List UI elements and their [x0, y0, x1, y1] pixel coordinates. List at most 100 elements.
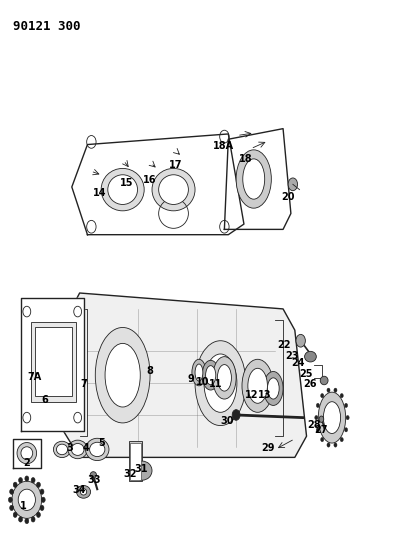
- Text: 28: 28: [307, 419, 320, 430]
- Ellipse shape: [321, 438, 324, 442]
- Text: 18: 18: [239, 155, 253, 164]
- Ellipse shape: [320, 376, 328, 385]
- Ellipse shape: [19, 516, 22, 522]
- Ellipse shape: [95, 327, 150, 423]
- Text: 26: 26: [303, 379, 316, 389]
- Text: 4: 4: [82, 443, 89, 453]
- Text: 18A: 18A: [213, 141, 234, 151]
- Text: 16: 16: [143, 175, 157, 185]
- Ellipse shape: [202, 360, 219, 390]
- Ellipse shape: [242, 359, 273, 413]
- Text: 3: 3: [67, 443, 73, 453]
- Ellipse shape: [316, 403, 320, 408]
- Ellipse shape: [21, 447, 33, 459]
- Text: 9: 9: [188, 374, 195, 384]
- Ellipse shape: [54, 441, 71, 458]
- Ellipse shape: [213, 357, 236, 399]
- Text: 1: 1: [20, 501, 26, 511]
- Bar: [35, 327, 72, 397]
- Ellipse shape: [296, 334, 305, 347]
- Text: 20: 20: [281, 191, 294, 201]
- Text: 34: 34: [72, 485, 85, 495]
- Ellipse shape: [25, 476, 29, 481]
- Text: 8: 8: [147, 367, 154, 376]
- Ellipse shape: [318, 392, 346, 443]
- Text: 15: 15: [120, 177, 133, 188]
- Text: 7: 7: [80, 379, 87, 389]
- Ellipse shape: [340, 438, 343, 442]
- Text: 29: 29: [262, 443, 275, 453]
- Text: 10: 10: [196, 377, 210, 387]
- Ellipse shape: [90, 472, 97, 478]
- Text: 24: 24: [291, 358, 304, 368]
- Ellipse shape: [41, 497, 45, 503]
- Ellipse shape: [204, 354, 237, 413]
- Ellipse shape: [76, 486, 91, 498]
- Ellipse shape: [288, 178, 297, 191]
- Ellipse shape: [195, 364, 203, 381]
- Polygon shape: [13, 439, 41, 468]
- Ellipse shape: [268, 378, 279, 399]
- Ellipse shape: [264, 372, 283, 406]
- Ellipse shape: [13, 482, 17, 488]
- Ellipse shape: [31, 478, 35, 483]
- Text: 13: 13: [258, 390, 271, 400]
- Polygon shape: [72, 134, 244, 235]
- Ellipse shape: [68, 440, 87, 459]
- Ellipse shape: [13, 512, 17, 518]
- Ellipse shape: [217, 365, 231, 391]
- Ellipse shape: [19, 478, 22, 483]
- Text: 17: 17: [169, 160, 182, 169]
- Text: 22: 22: [277, 340, 291, 350]
- Ellipse shape: [323, 402, 340, 433]
- Ellipse shape: [108, 175, 138, 205]
- Ellipse shape: [152, 168, 195, 211]
- Text: 27: 27: [315, 425, 328, 435]
- Ellipse shape: [37, 512, 41, 518]
- Ellipse shape: [344, 403, 348, 408]
- Ellipse shape: [243, 159, 265, 199]
- Bar: [130, 443, 141, 480]
- Ellipse shape: [236, 150, 271, 208]
- Ellipse shape: [25, 519, 29, 523]
- Ellipse shape: [37, 482, 41, 488]
- Ellipse shape: [327, 388, 330, 392]
- Ellipse shape: [18, 489, 35, 511]
- Ellipse shape: [346, 416, 349, 419]
- Ellipse shape: [8, 497, 12, 503]
- Text: 31: 31: [135, 464, 148, 474]
- Ellipse shape: [344, 427, 348, 432]
- Polygon shape: [21, 298, 84, 431]
- Bar: [31, 322, 76, 402]
- Ellipse shape: [327, 443, 330, 447]
- Text: 33: 33: [88, 475, 101, 484]
- Ellipse shape: [89, 442, 105, 457]
- Text: 2: 2: [24, 458, 30, 467]
- Ellipse shape: [334, 388, 337, 392]
- Ellipse shape: [206, 366, 216, 385]
- Ellipse shape: [305, 351, 316, 362]
- Ellipse shape: [232, 410, 240, 420]
- Ellipse shape: [17, 442, 37, 464]
- Ellipse shape: [85, 438, 109, 461]
- Text: 11: 11: [209, 379, 223, 389]
- Ellipse shape: [316, 427, 320, 432]
- Text: 32: 32: [123, 470, 136, 479]
- Text: 25: 25: [299, 369, 312, 378]
- Polygon shape: [60, 293, 307, 457]
- Ellipse shape: [105, 343, 140, 407]
- Text: 90121 300: 90121 300: [13, 20, 81, 33]
- Ellipse shape: [10, 505, 14, 511]
- Ellipse shape: [101, 168, 144, 211]
- Ellipse shape: [340, 393, 343, 398]
- Ellipse shape: [192, 359, 206, 386]
- Text: 7A: 7A: [28, 372, 42, 382]
- Ellipse shape: [159, 175, 188, 205]
- Ellipse shape: [334, 443, 337, 447]
- Ellipse shape: [132, 461, 152, 480]
- Ellipse shape: [40, 505, 44, 511]
- Text: 5: 5: [98, 438, 104, 448]
- Bar: [128, 441, 142, 481]
- Ellipse shape: [10, 489, 14, 494]
- Ellipse shape: [319, 416, 324, 422]
